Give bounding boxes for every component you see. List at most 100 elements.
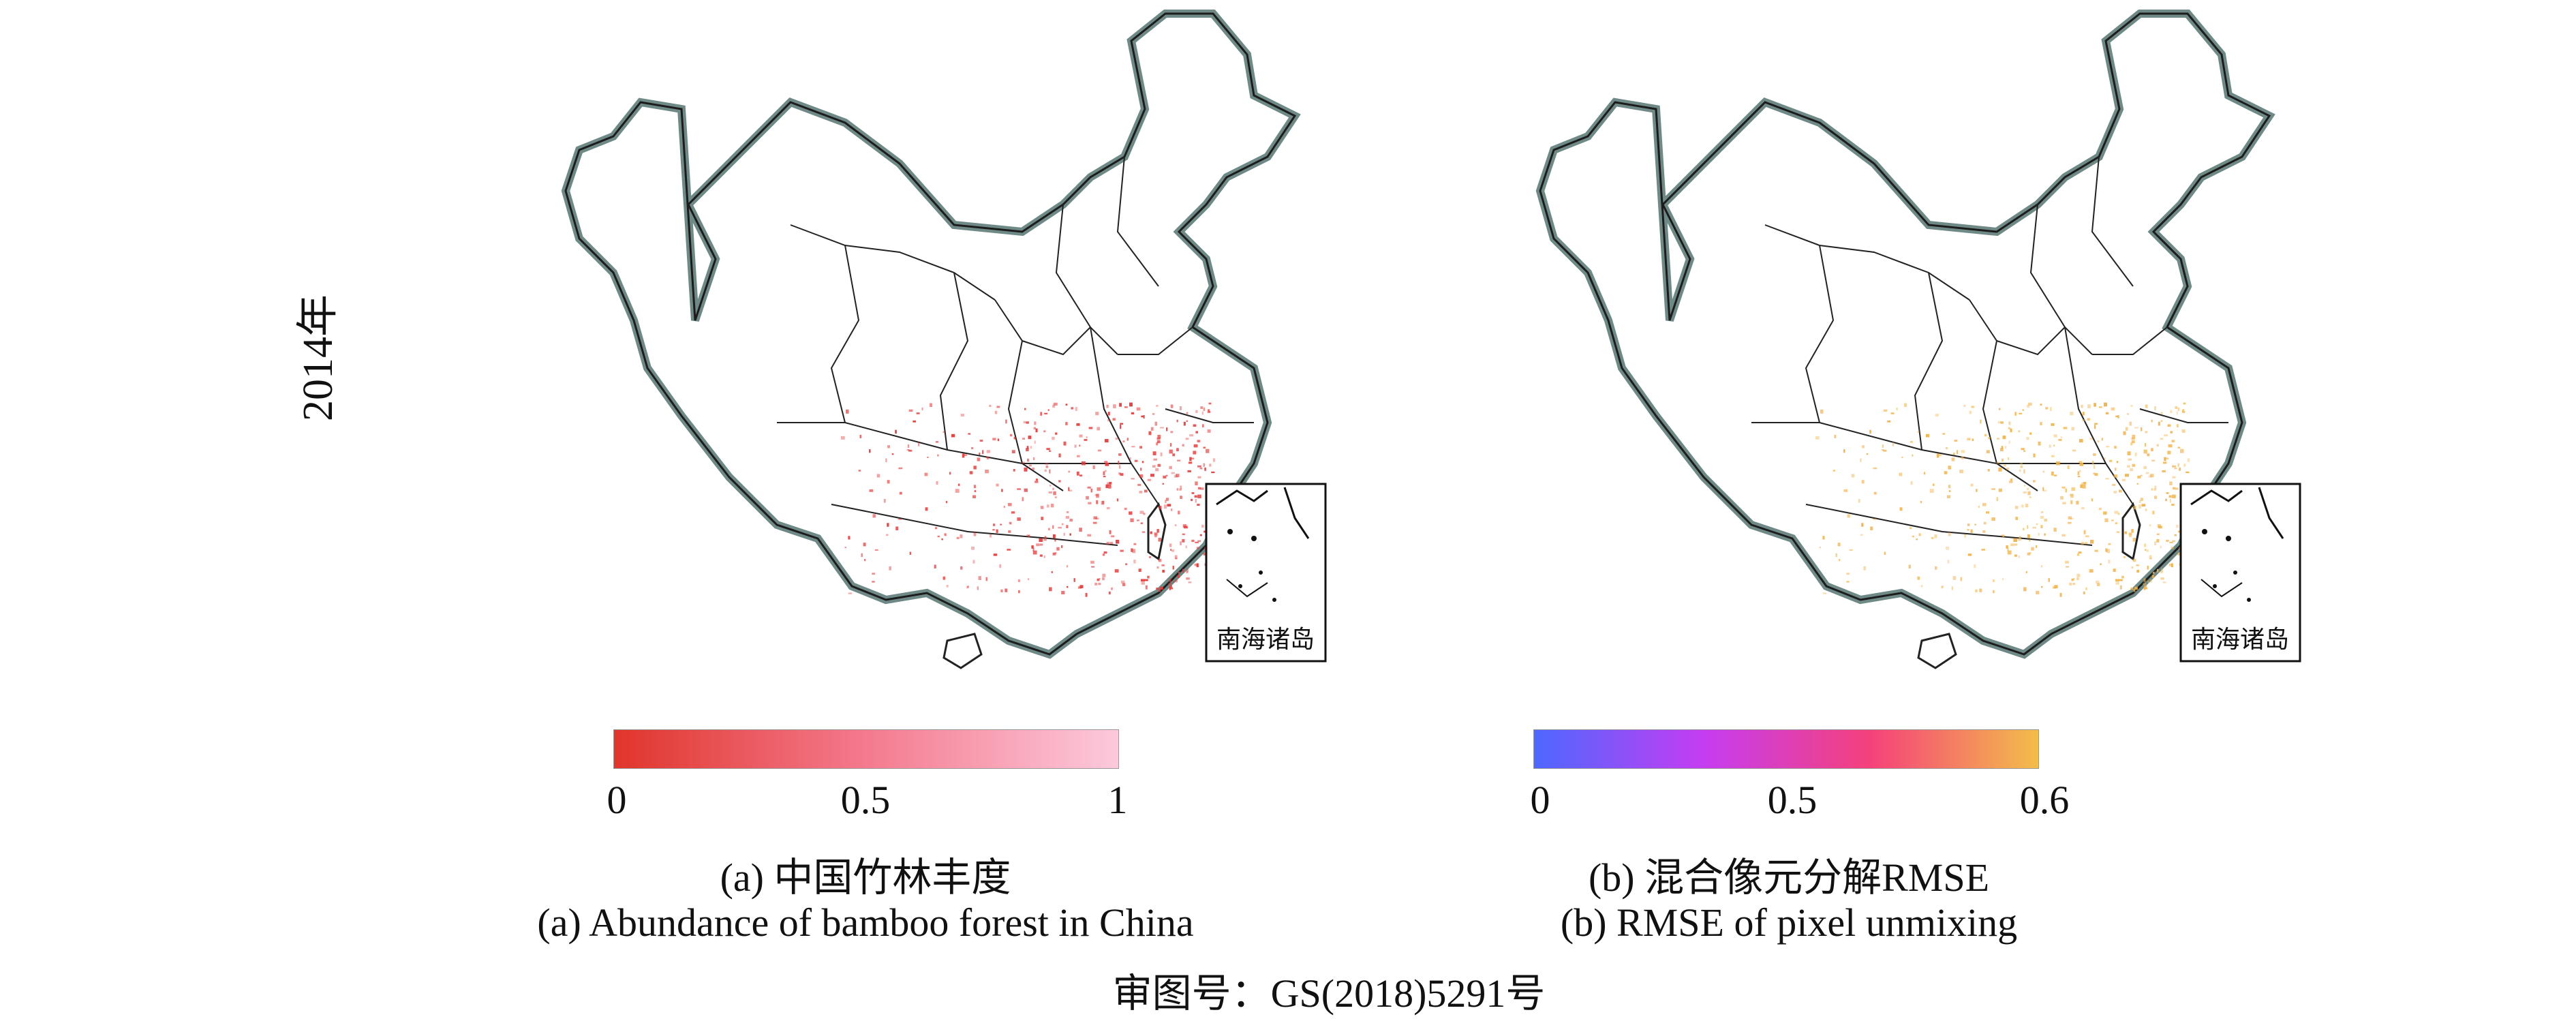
distribution-point <box>2081 506 2085 510</box>
distribution-point <box>2151 459 2156 461</box>
distribution-point <box>2151 419 2153 423</box>
distribution-point <box>1000 589 1003 592</box>
distribution-point <box>968 433 971 435</box>
distribution-point <box>2058 439 2062 441</box>
distribution-point <box>2031 547 2034 551</box>
distribution-point <box>2014 412 2017 416</box>
distribution-point <box>1048 450 1052 452</box>
distribution-point <box>1203 463 1206 467</box>
year-label: 2014年 <box>273 294 354 421</box>
distribution-point <box>1047 409 1049 411</box>
distribution-point <box>1183 421 1186 426</box>
distribution-point <box>2053 528 2057 532</box>
distribution-point <box>1193 424 1197 427</box>
distribution-point <box>1052 552 1056 556</box>
distribution-point <box>2042 470 2045 473</box>
distribution-point <box>2079 462 2083 466</box>
caption-b-cn: (b) 混合像元分解RMSE <box>1588 855 1990 900</box>
distribution-point <box>1948 485 1951 489</box>
distribution-point <box>1186 420 1188 422</box>
distribution-point <box>1996 461 1999 464</box>
distribution-point <box>1917 431 1920 433</box>
distribution-point <box>937 535 940 538</box>
distribution-point <box>949 472 951 475</box>
distribution-point <box>1028 535 1030 537</box>
distribution-point <box>1092 465 1095 470</box>
distribution-point <box>1130 518 1134 522</box>
distribution-point <box>1972 438 1974 442</box>
distribution-point <box>1155 468 1159 472</box>
distribution-point <box>1998 488 2002 492</box>
distribution-point <box>2139 500 2141 504</box>
distribution-point <box>1202 424 1204 427</box>
distribution-point <box>2125 474 2129 477</box>
distribution-point <box>1212 458 1215 462</box>
distribution-point <box>1087 486 1091 489</box>
distribution-point <box>996 529 998 533</box>
distribution-point <box>2141 427 2143 431</box>
distribution-point <box>2022 409 2024 411</box>
hainan-island-b <box>1917 633 1957 669</box>
distribution-point <box>2001 446 2004 449</box>
distribution-point <box>1065 422 1068 425</box>
distribution-point <box>1191 498 1193 502</box>
distribution-point <box>973 466 977 470</box>
distribution-point <box>2169 541 2173 543</box>
distribution-point <box>874 549 878 551</box>
distribution-point <box>1167 504 1171 507</box>
distribution-point <box>2127 451 2131 455</box>
colorbar-b-tick-0: 0 <box>1530 778 1550 822</box>
distribution-point <box>2051 455 2055 457</box>
distribution-point <box>1163 504 1167 509</box>
distribution-point <box>1177 575 1180 578</box>
distribution-point <box>1178 571 1180 574</box>
distribution-point <box>1201 524 1204 528</box>
distribution-point <box>2008 457 2010 460</box>
distribution-point <box>1122 440 1125 442</box>
distribution-point <box>2104 402 2107 407</box>
distribution-point <box>2076 577 2079 581</box>
distribution-point <box>2050 407 2052 411</box>
distribution-point <box>2182 409 2185 412</box>
distribution-point <box>946 585 949 588</box>
distribution-point <box>1104 461 1108 463</box>
distribution-point <box>2100 563 2102 566</box>
distribution-point <box>2128 458 2132 461</box>
distribution-point <box>1139 491 1143 493</box>
distribution-point <box>2113 474 2118 478</box>
distribution-point <box>2115 522 2117 524</box>
distribution-point <box>1122 583 1126 586</box>
distribution-point <box>2000 448 2004 452</box>
distribution-point <box>1041 517 1044 520</box>
distribution-point <box>2025 571 2027 573</box>
distribution-point <box>1153 458 1157 461</box>
distribution-point <box>1103 476 1106 478</box>
distribution-point <box>2019 412 2023 414</box>
distribution-point <box>1043 555 1045 558</box>
distribution-point <box>1944 471 1948 474</box>
distribution-point <box>2042 489 2047 491</box>
distribution-point <box>1942 585 1944 588</box>
distribution-point <box>1044 412 1048 414</box>
distribution-point <box>1156 442 1159 446</box>
distribution-point <box>2125 427 2128 431</box>
distribution-point <box>886 534 889 536</box>
distribution-point <box>1049 485 1052 487</box>
distribution-point <box>864 559 866 562</box>
distribution-point <box>921 408 923 411</box>
distribution-point <box>1961 456 1964 459</box>
distribution-point <box>2094 549 2098 552</box>
distribution-point <box>2166 492 2169 494</box>
distribution-point <box>2149 558 2152 560</box>
distribution-point <box>1032 468 1035 470</box>
distribution-point <box>1058 453 1061 457</box>
distribution-point <box>1917 576 1920 580</box>
distribution-point <box>1005 588 1008 592</box>
distribution-point <box>2006 468 2010 470</box>
distribution-point <box>1932 483 1935 486</box>
distribution-point <box>1188 581 1192 583</box>
distribution-point <box>1899 472 1903 476</box>
distribution-point <box>2006 545 2008 549</box>
distribution-point <box>1998 467 2002 472</box>
distribution-point <box>1054 539 1056 542</box>
